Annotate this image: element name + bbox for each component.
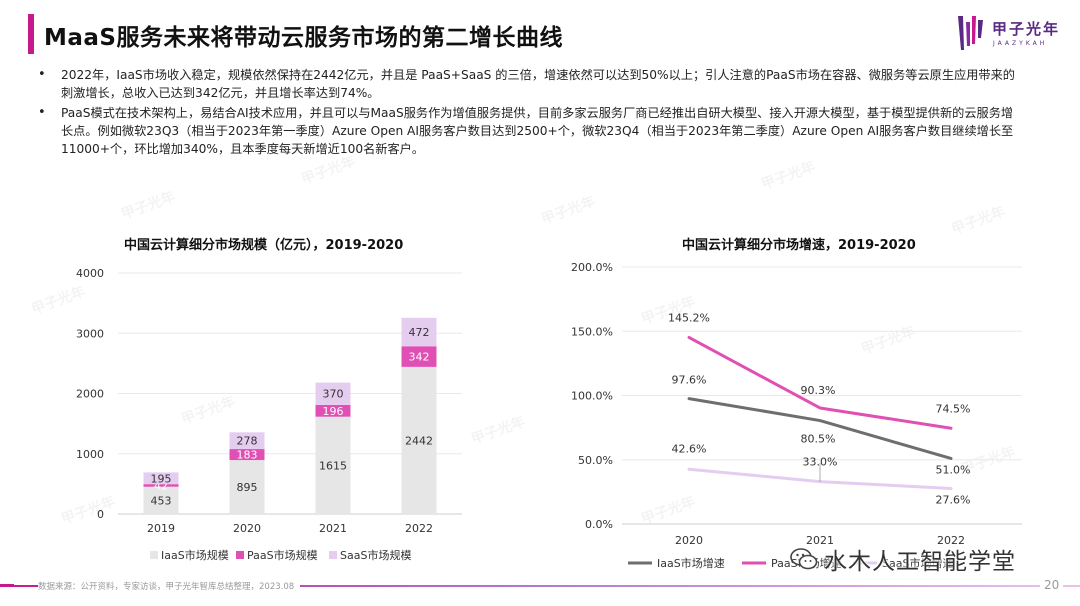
- y-tick-label: 200.0%: [571, 261, 613, 274]
- background-watermark: 甲子光年: [28, 281, 87, 319]
- y-tick-label: 150.0%: [571, 325, 613, 338]
- bar-segment: [229, 432, 265, 450]
- background-watermark: 甲子光年: [858, 321, 917, 359]
- bar-value-label: 342: [409, 351, 430, 364]
- bar-chart-title: 中国云计算细分市场规模（亿元），2019-2020: [124, 238, 404, 253]
- background-watermark: 甲子光年: [958, 441, 1017, 479]
- y-tick-label: 100.0%: [571, 390, 613, 403]
- wechat-icon: [790, 548, 818, 570]
- bar-segment: [401, 366, 437, 514]
- background-watermark: 甲子光年: [118, 186, 177, 224]
- footer-source: 数据来源：公开资料，专家访谈，甲子光年智库总结整理，2023.08: [38, 580, 301, 592]
- bar-value-label: 278: [237, 435, 258, 448]
- y-tick-label: 0: [97, 508, 104, 521]
- bar-value-label: 895: [237, 481, 258, 494]
- bar-value-label: 370: [323, 388, 344, 401]
- bar-segment: [315, 382, 351, 405]
- watermark-text: 水木人工智能学堂: [824, 549, 1016, 575]
- data-label: 80.5%: [801, 433, 836, 446]
- data-label: 42.6%: [672, 442, 707, 455]
- bar-value-label: 42: [154, 479, 168, 492]
- y-tick-label: 3000: [76, 327, 104, 340]
- logo-subtext: JAAZYKAH: [993, 40, 1048, 47]
- legend-label: IaaS市场增速: [657, 556, 725, 570]
- series-line: [687, 397, 953, 460]
- legend-swatch: [329, 551, 337, 559]
- bar-segment: [401, 317, 437, 347]
- bar-value-label: 183: [237, 449, 258, 462]
- legend-label: SaaS市场规模: [340, 548, 411, 562]
- x-tick-label: 2022: [405, 522, 433, 535]
- legend-swatch: [150, 551, 158, 559]
- background-watermark: 甲子光年: [468, 411, 527, 449]
- bar-value-label: 2442: [405, 434, 433, 447]
- x-tick-label: 2021: [319, 522, 347, 535]
- bar-segment: [143, 472, 179, 485]
- background-watermark: 甲子光年: [178, 391, 237, 429]
- bar-segment: [229, 449, 265, 461]
- bar-value-label: 453: [151, 494, 172, 507]
- background-watermark: 甲子光年: [538, 191, 597, 229]
- bar-value-label: 195: [151, 472, 172, 485]
- wechat-watermark: 水木人工智能学堂: [790, 542, 1016, 576]
- footer-divider: [0, 585, 1080, 587]
- footer-accent: [0, 584, 14, 587]
- bar-segment: [143, 486, 179, 514]
- legend-swatch: [236, 551, 244, 559]
- x-tick-label: 2019: [147, 522, 175, 535]
- data-label: 33.0%: [803, 456, 838, 469]
- bar-value-label: 1615: [319, 459, 347, 472]
- bar-segment: [315, 404, 351, 417]
- bullet-item: PaaS模式在技术架构上，易结合AI技术应用，并且可以与MaaS服务作为增值服务…: [32, 104, 1022, 158]
- page-number: 20: [1040, 578, 1064, 592]
- bar-segment: [229, 460, 265, 514]
- data-label: 51.0%: [936, 463, 971, 476]
- background-watermark: 甲子光年: [638, 291, 697, 329]
- series-line: [687, 467, 953, 491]
- data-label: 27.6%: [936, 494, 971, 507]
- brand-logo: 甲子光年 JAAZYKAH: [958, 14, 1068, 54]
- line-chart-title: 中国云计算细分市场增速，2019-2020: [682, 238, 916, 253]
- y-tick-label: 50.0%: [578, 454, 613, 467]
- bullet-item: 2022年，IaaS市场收入稳定，规模依然保持在2442亿元，并且是 PaaS+…: [32, 66, 1022, 102]
- y-tick-label: 0.0%: [585, 518, 613, 531]
- legend-label: PaaS市场规模: [247, 548, 318, 562]
- logo-text: 甲子光年: [992, 20, 1061, 38]
- bar-value-label: 196: [323, 405, 344, 418]
- logo-mark-icon: [958, 16, 983, 50]
- x-tick-label: 2020: [233, 522, 261, 535]
- y-tick-label: 1000: [76, 448, 104, 461]
- data-label: 145.2%: [668, 311, 710, 324]
- y-tick-label: 4000: [76, 267, 104, 280]
- legend-label: IaaS市场规模: [161, 548, 229, 562]
- background-watermark: 甲子光年: [638, 491, 697, 529]
- data-label: 74.5%: [936, 402, 971, 415]
- bar-segment: [315, 416, 351, 514]
- background-watermark: 甲子光年: [58, 491, 117, 529]
- series-line: [687, 335, 953, 430]
- bar-segment: [401, 346, 437, 367]
- data-label: 90.3%: [801, 384, 836, 397]
- y-tick-label: 2000: [76, 388, 104, 401]
- background-watermark: 甲子光年: [948, 201, 1007, 239]
- page-title: MaaS服务未来将带动云服务市场的第二增长曲线: [44, 25, 563, 51]
- background-watermark: 甲子光年: [758, 156, 817, 194]
- x-tick-label: 2020: [675, 534, 703, 547]
- bullet-list: 2022年，IaaS市场收入稳定，规模依然保持在2442亿元，并且是 PaaS+…: [32, 66, 1022, 160]
- data-label: 97.6%: [672, 374, 707, 387]
- bar-value-label: 472: [409, 326, 430, 339]
- bar-segment: [143, 484, 179, 487]
- title-accent-bar: [28, 14, 34, 54]
